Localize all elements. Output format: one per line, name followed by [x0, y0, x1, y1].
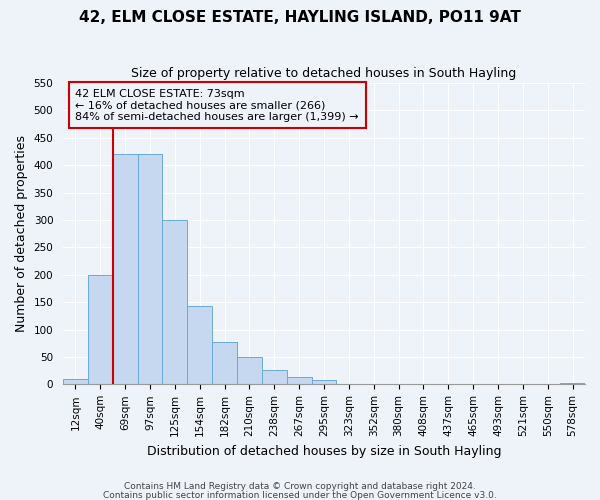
Y-axis label: Number of detached properties: Number of detached properties	[15, 135, 28, 332]
Bar	[212, 342, 237, 384]
Bar	[187, 306, 212, 384]
Bar	[287, 376, 311, 384]
Text: Contains public sector information licensed under the Open Government Licence v3: Contains public sector information licen…	[103, 490, 497, 500]
Bar	[237, 358, 262, 384]
Title: Size of property relative to detached houses in South Hayling: Size of property relative to detached ho…	[131, 68, 517, 80]
Text: 42 ELM CLOSE ESTATE: 73sqm
← 16% of detached houses are smaller (266)
84% of sem: 42 ELM CLOSE ESTATE: 73sqm ← 16% of deta…	[76, 88, 359, 122]
Text: 42, ELM CLOSE ESTATE, HAYLING ISLAND, PO11 9AT: 42, ELM CLOSE ESTATE, HAYLING ISLAND, PO…	[79, 10, 521, 25]
Bar	[137, 154, 163, 384]
Bar	[88, 275, 113, 384]
Bar	[113, 154, 137, 384]
Bar	[262, 370, 287, 384]
Bar	[163, 220, 187, 384]
Text: Contains HM Land Registry data © Crown copyright and database right 2024.: Contains HM Land Registry data © Crown c…	[124, 482, 476, 491]
X-axis label: Distribution of detached houses by size in South Hayling: Distribution of detached houses by size …	[147, 444, 501, 458]
Bar	[63, 379, 88, 384]
Bar	[560, 383, 585, 384]
Bar	[311, 380, 337, 384]
